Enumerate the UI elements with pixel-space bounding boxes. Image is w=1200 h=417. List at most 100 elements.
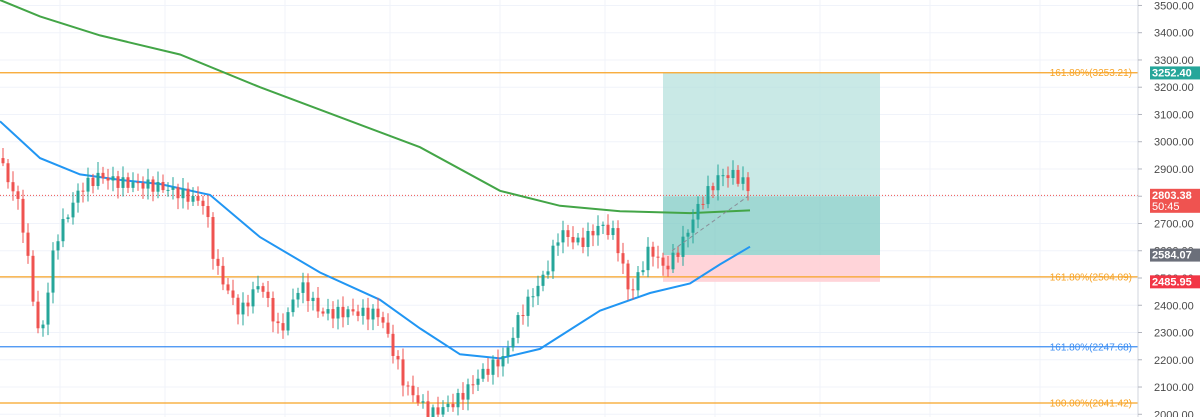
candle-body bbox=[706, 186, 710, 205]
candle-body bbox=[666, 265, 670, 270]
candle-body bbox=[121, 177, 125, 188]
candle-body bbox=[646, 246, 650, 271]
candle-body bbox=[451, 403, 455, 408]
candle-body bbox=[681, 236, 685, 257]
candle-body bbox=[26, 232, 30, 256]
axis-tick-label: 3200.00 bbox=[1154, 82, 1194, 94]
candle-body bbox=[196, 196, 200, 201]
candle-body bbox=[561, 230, 565, 243]
candle-body bbox=[71, 202, 75, 218]
candle-body bbox=[386, 322, 390, 334]
candle-body bbox=[181, 188, 185, 199]
candle-body bbox=[686, 232, 690, 237]
candle-body bbox=[546, 271, 550, 275]
candle-body bbox=[431, 407, 435, 417]
level-label: 161.80%(3253.21) bbox=[1050, 68, 1132, 79]
candle-body bbox=[471, 384, 475, 386]
candle-body bbox=[376, 308, 380, 318]
candle-body bbox=[591, 230, 595, 236]
candle-body bbox=[436, 407, 440, 415]
candle-body bbox=[236, 297, 240, 315]
candle-body bbox=[731, 169, 735, 179]
price-tag-box bbox=[1150, 188, 1200, 213]
candle-body bbox=[661, 257, 665, 266]
level-label: 161.80%(2247.68) bbox=[1050, 342, 1132, 353]
candle-body bbox=[131, 182, 135, 188]
candle-body bbox=[261, 286, 265, 292]
candle-body bbox=[541, 274, 545, 286]
candle-body bbox=[216, 258, 220, 266]
candle-body bbox=[36, 301, 40, 329]
candle-body bbox=[51, 250, 55, 293]
candle-body bbox=[171, 187, 175, 190]
candle-body bbox=[231, 290, 235, 298]
candle-body bbox=[21, 198, 25, 233]
candle-body bbox=[551, 245, 555, 272]
candle-body bbox=[481, 368, 485, 379]
candle-body bbox=[226, 284, 230, 291]
candle-body bbox=[516, 315, 520, 338]
candle-body bbox=[536, 285, 540, 297]
candle-body bbox=[46, 292, 50, 325]
candle-body bbox=[621, 253, 625, 264]
candle-body bbox=[611, 228, 615, 236]
price-tag-value: 2584.07 bbox=[1152, 250, 1192, 262]
candle-body bbox=[736, 169, 740, 184]
candle-body bbox=[341, 306, 345, 318]
candle-body bbox=[126, 177, 130, 188]
candle-body bbox=[296, 292, 300, 300]
candle-body bbox=[11, 182, 15, 192]
candle-body bbox=[286, 312, 290, 331]
axis-tick-label: 2400.00 bbox=[1154, 300, 1194, 312]
candle-body bbox=[301, 282, 305, 293]
candle-body bbox=[396, 355, 400, 360]
stop-loss-zone[interactable] bbox=[663, 255, 880, 282]
axis-tick-label: 2200.00 bbox=[1154, 355, 1194, 367]
candle-body bbox=[586, 230, 590, 247]
candle-body bbox=[701, 203, 705, 205]
candle-body bbox=[571, 236, 575, 243]
candle-body bbox=[401, 359, 405, 386]
candle-body bbox=[556, 242, 560, 246]
candle-body bbox=[101, 172, 105, 178]
candle-body bbox=[206, 206, 210, 218]
candle-body bbox=[146, 179, 150, 189]
candle-body bbox=[256, 286, 260, 290]
candle-body bbox=[421, 401, 425, 403]
candle-body bbox=[521, 315, 525, 317]
candle-body bbox=[741, 177, 745, 184]
candle-body bbox=[326, 309, 330, 314]
candle-body bbox=[321, 311, 325, 314]
position-zone[interactable] bbox=[663, 72, 880, 282]
candle-body bbox=[166, 189, 170, 191]
candle-body bbox=[356, 311, 360, 316]
axis-tick-label: 2000.00 bbox=[1154, 409, 1194, 417]
gridlines bbox=[0, 0, 1138, 417]
candle-body bbox=[96, 172, 100, 187]
projection-line bbox=[671, 195, 749, 252]
candle-body bbox=[311, 297, 315, 302]
candle-body bbox=[406, 385, 410, 387]
axis-tick-label: 2100.00 bbox=[1154, 382, 1194, 394]
axis-tick-label: 2900.00 bbox=[1154, 164, 1194, 176]
price-tag-value: 2803.38 bbox=[1152, 190, 1192, 202]
candle-body bbox=[106, 177, 110, 181]
candle-body bbox=[491, 359, 495, 375]
candle-body bbox=[726, 175, 730, 179]
profit-zone[interactable] bbox=[663, 72, 880, 197]
candle-body bbox=[616, 228, 620, 254]
candle-body bbox=[596, 225, 600, 236]
price-path-zone[interactable] bbox=[663, 196, 880, 256]
price-tag-box bbox=[1150, 275, 1200, 289]
candle-body bbox=[651, 246, 655, 257]
candle-body bbox=[446, 403, 450, 408]
candle-body bbox=[636, 272, 640, 291]
candle-body bbox=[161, 181, 165, 191]
candle-body bbox=[576, 237, 580, 243]
axis-tick-label: 3500.00 bbox=[1154, 0, 1194, 12]
candle-body bbox=[601, 224, 605, 226]
candle-body bbox=[411, 385, 415, 396]
candle-body bbox=[456, 392, 460, 408]
